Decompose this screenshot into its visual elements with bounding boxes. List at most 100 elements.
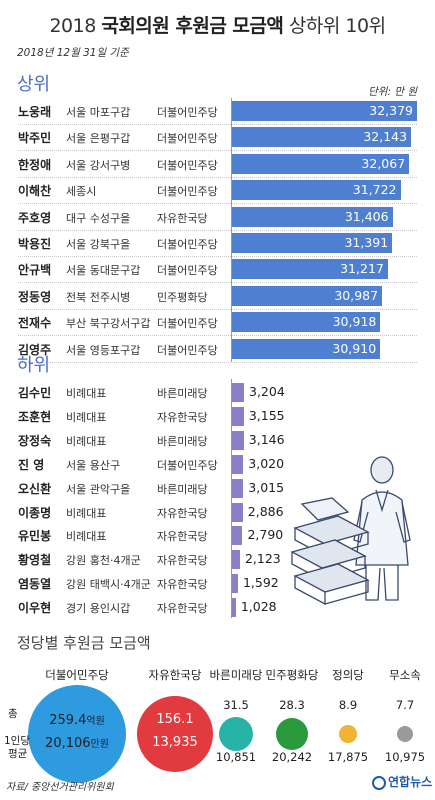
member-party: 자유한국당 bbox=[157, 211, 208, 225]
member-district: 경기 용인시갑 bbox=[66, 602, 131, 616]
member-party: 자유한국당 bbox=[157, 554, 208, 568]
bottom-bar-value: 2,886 bbox=[247, 503, 284, 519]
party-average: 17,875 bbox=[327, 750, 369, 764]
member-district: 서울 은평구갑 bbox=[66, 132, 131, 146]
member-district: 비례대표 bbox=[66, 410, 107, 424]
party-average: 20,242 bbox=[271, 750, 313, 764]
party-bubble bbox=[338, 724, 358, 744]
top-bar: 30,918 bbox=[232, 312, 381, 333]
bottom-bar-value: 3,146 bbox=[248, 431, 285, 447]
bottom-row: 김수민 비례대표 바른미래당 3,204 bbox=[0, 379, 435, 403]
top-bar: 32,379 bbox=[232, 101, 417, 121]
logo-text: 연합뉴스 bbox=[388, 775, 433, 789]
member-name: 김영주 bbox=[18, 342, 52, 357]
row-separator bbox=[18, 308, 417, 310]
bottom-row: 이종명 비례대표 자유한국당 2,886 bbox=[0, 499, 435, 523]
source-caption: 자료/ 중앙선거관리위원회 bbox=[6, 782, 114, 793]
bottom-row: 이우현 경기 용인시갑 자유한국당 1,028 bbox=[0, 594, 435, 618]
total-side-label: 총 bbox=[8, 708, 18, 720]
top-bar-value: 31,406 bbox=[344, 208, 389, 224]
row-separator bbox=[18, 124, 417, 125]
party-name: 자유한국당 bbox=[148, 668, 202, 682]
member-party: 자유한국당 bbox=[157, 602, 208, 616]
member-name: 이우현 bbox=[18, 601, 52, 616]
money-man-illustration bbox=[290, 456, 411, 605]
bottom-axis-line bbox=[231, 379, 232, 618]
bottom-row: 염동열 강원 태백시·4개군 자유한국당 1,592 bbox=[0, 570, 435, 594]
top-bar-value: 32,067 bbox=[361, 155, 406, 171]
date-caption: 2018년 12월 31일 기준 bbox=[17, 47, 129, 59]
bottom-row: 유민봉 비례대표 자유한국당 2,790 bbox=[0, 522, 435, 546]
party-average: 13,935 bbox=[152, 735, 198, 750]
top-row: 박용진 서울 강북구을 더불어민주당 31,391 bbox=[0, 230, 435, 257]
member-party: 더불어민주당 bbox=[157, 238, 218, 251]
member-party: 더불어민주당 bbox=[157, 158, 218, 172]
member-name: 유민봉 bbox=[18, 529, 52, 544]
bottom-section-label: 하위 bbox=[17, 355, 51, 376]
bottom-bar bbox=[232, 526, 243, 546]
member-district: 강원 태백시·4개군 bbox=[66, 578, 151, 592]
member-name: 조훈현 bbox=[18, 409, 52, 424]
top-bar: 32,067 bbox=[232, 153, 410, 174]
member-party: 자유한국당 bbox=[157, 410, 208, 424]
bottom-row: 오신환 서울 관악구을 바른미래당 3,015 bbox=[0, 475, 435, 499]
member-party: 자유한국당 bbox=[157, 530, 208, 544]
party-bubble bbox=[218, 716, 254, 752]
member-district: 서울 동대문구갑 bbox=[66, 264, 141, 278]
member-name: 박용진 bbox=[18, 237, 52, 251]
bottom-bar-value: 3,020 bbox=[248, 455, 285, 471]
row-separator bbox=[18, 282, 417, 284]
top-row: 주호영 대구 수성구을 자유한국당 31,406 bbox=[0, 204, 435, 231]
bottom-row: 조훈현 비례대표 자유한국당 3,155 bbox=[0, 403, 435, 427]
page-title: 2018 국회의원 후원금 모금액 상하위 10위 bbox=[0, 11, 435, 38]
party-average: 10,975 bbox=[384, 750, 426, 764]
average-side-label: 평균 bbox=[8, 748, 28, 760]
party-section-title: 정당별 후원금 모금액 bbox=[17, 634, 151, 652]
member-name: 박주민 bbox=[18, 131, 52, 146]
top-row: 박주민 서울 은평구갑 더불어민주당 32,143 bbox=[0, 124, 435, 152]
member-district: 서울 강북구을 bbox=[66, 238, 131, 251]
bottom-row: 황영철 강원 홍천·4개군 자유한국당 2,123 bbox=[0, 546, 435, 570]
member-district: 서울 용산구 bbox=[66, 458, 121, 472]
party-name: 정의당 bbox=[332, 668, 364, 682]
bottom-bar-value: 3,204 bbox=[249, 384, 285, 399]
bottom-row: 진 영 서울 용산구 더불어민주당 3,020 bbox=[0, 451, 435, 475]
party-total: 156.1 bbox=[156, 712, 194, 727]
top-bar-value: 30,918 bbox=[332, 314, 377, 330]
member-party: 자유한국당 bbox=[157, 578, 208, 592]
member-district: 서울 마포구갑 bbox=[66, 106, 131, 119]
top-bar: 31,406 bbox=[232, 206, 393, 227]
member-district: 서울 관악구을 bbox=[66, 482, 131, 496]
bottom-bar bbox=[232, 383, 244, 402]
member-name: 장정숙 bbox=[18, 433, 52, 448]
member-name: 전재수 bbox=[18, 316, 52, 331]
bottom-row: 장정숙 비례대표 바른미래당 3,146 bbox=[0, 427, 435, 451]
member-party: 더불어민주당 bbox=[157, 185, 218, 199]
bottom-bar-value: 3,155 bbox=[248, 407, 285, 423]
top-row: 안규백 서울 동대문구갑 더불어민주당 31,217 bbox=[0, 256, 435, 284]
member-district: 비례대표 bbox=[66, 387, 107, 400]
member-name: 주호영 bbox=[18, 210, 52, 225]
top-row: 정동영 전북 전주시병 민주평화당 30,987 bbox=[0, 283, 435, 310]
member-district: 서울 강서구병 bbox=[66, 158, 131, 172]
party-bubble bbox=[28, 685, 126, 783]
member-name: 김수민 bbox=[18, 386, 52, 400]
row-separator bbox=[18, 361, 417, 363]
member-party: 더불어민주당 bbox=[157, 317, 218, 331]
top-bar-value: 31,217 bbox=[340, 261, 384, 277]
party-bubble bbox=[275, 717, 309, 751]
top-bar: 30,987 bbox=[232, 285, 383, 306]
bottom-bar bbox=[232, 574, 238, 594]
member-name: 안규백 bbox=[18, 263, 52, 278]
bottom-bar-value: 2,790 bbox=[247, 527, 284, 543]
top-bar-value: 31,722 bbox=[352, 182, 397, 198]
party-average: 20,106만원 bbox=[45, 736, 109, 751]
party-total: 31.5 bbox=[223, 698, 249, 712]
bottom-bar-value: 1,592 bbox=[242, 575, 279, 591]
member-district: 서울 영등포구갑 bbox=[66, 343, 141, 357]
title-rest: 상하위 10위 bbox=[288, 15, 386, 37]
party-average: 10,851 bbox=[215, 750, 257, 764]
top-row: 한정애 서울 강서구병 더불어민주당 32,067 bbox=[0, 151, 435, 178]
bottom-bar bbox=[232, 598, 236, 618]
